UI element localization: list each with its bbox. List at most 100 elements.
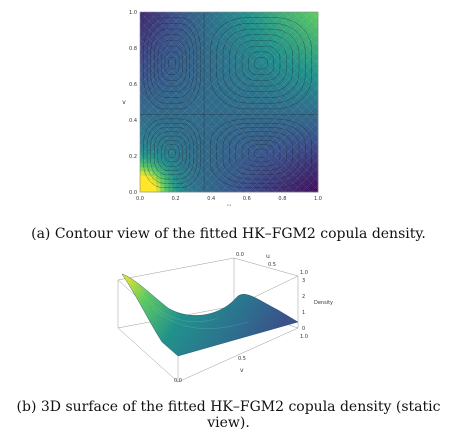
contour-cell bbox=[184, 48, 189, 54]
contour-cell bbox=[204, 147, 210, 152]
contour-cell bbox=[313, 36, 319, 41]
contour-cell bbox=[245, 179, 250, 185]
contour-cell bbox=[220, 130, 226, 136]
contour-cell bbox=[241, 89, 246, 95]
contour-cell bbox=[196, 12, 201, 17]
contour-cell bbox=[144, 65, 149, 70]
contour-cell bbox=[297, 110, 303, 115]
contour-cell bbox=[237, 57, 242, 62]
contour-frame bbox=[139, 11, 319, 193]
mesh-line bbox=[140, 128, 204, 192]
contour-cell bbox=[200, 130, 206, 136]
x-tick-label: 0.8 bbox=[278, 196, 286, 202]
contour-cell bbox=[297, 28, 303, 33]
contour-cell bbox=[257, 159, 262, 164]
contour-cell bbox=[144, 159, 149, 164]
contour-cell bbox=[188, 155, 193, 160]
contour-cell bbox=[140, 61, 145, 66]
contour-cell bbox=[273, 106, 278, 111]
contour-cell bbox=[184, 114, 189, 119]
contour-cell bbox=[196, 175, 201, 181]
contour-cell bbox=[216, 16, 222, 21]
contour-cell bbox=[305, 118, 311, 123]
contour-cell bbox=[285, 28, 290, 33]
contour-cell bbox=[269, 93, 274, 99]
contour-cell bbox=[204, 61, 210, 66]
contour-cell bbox=[188, 175, 193, 181]
contour-cell bbox=[212, 163, 218, 168]
contour-cell bbox=[168, 122, 173, 127]
contour-cell bbox=[192, 65, 197, 70]
contour-cell bbox=[164, 52, 169, 58]
contour-cell bbox=[257, 52, 262, 58]
contour-cell bbox=[140, 147, 145, 152]
mesh-line bbox=[157, 31, 318, 192]
contour-cell bbox=[164, 142, 169, 148]
contour-line bbox=[164, 51, 180, 75]
contour-cell bbox=[273, 183, 278, 189]
contour-cell bbox=[309, 175, 315, 181]
contour-cell bbox=[140, 77, 145, 82]
contour-cell bbox=[220, 93, 226, 99]
contour-cell bbox=[164, 97, 169, 103]
contour-cell bbox=[277, 24, 282, 29]
mesh-line bbox=[140, 137, 195, 192]
contour-cell bbox=[313, 61, 319, 66]
contour-cell bbox=[164, 134, 169, 140]
contour-cell bbox=[160, 77, 165, 82]
contour-cell bbox=[285, 171, 290, 176]
contour-cell bbox=[176, 61, 181, 66]
contour-cell bbox=[297, 142, 303, 148]
contour-cell bbox=[277, 118, 282, 123]
contour-cell bbox=[237, 114, 242, 119]
contour-cell bbox=[156, 28, 161, 33]
contour-cell bbox=[249, 155, 254, 160]
contour-cell bbox=[184, 24, 189, 29]
contour-cell bbox=[160, 48, 165, 54]
contour-cell bbox=[196, 61, 201, 66]
contour-cell bbox=[305, 126, 311, 131]
contour-cell bbox=[229, 20, 234, 25]
contour-cell bbox=[237, 69, 242, 74]
contour-cell bbox=[261, 52, 266, 58]
v-axis-label: v bbox=[240, 367, 244, 374]
contour-cell bbox=[269, 102, 274, 107]
contour-cell bbox=[249, 122, 254, 127]
contour-cell bbox=[293, 16, 299, 21]
contour-cell bbox=[184, 110, 189, 115]
contour-cell bbox=[200, 187, 206, 193]
contour-cell bbox=[180, 118, 185, 123]
contour-cell bbox=[297, 77, 303, 82]
contour-cell bbox=[144, 114, 149, 119]
contour-cell bbox=[305, 130, 311, 136]
contour-cell bbox=[152, 187, 157, 193]
contour-cell bbox=[168, 28, 173, 33]
contour-cell bbox=[160, 32, 165, 37]
contour-cell bbox=[285, 106, 290, 111]
contour-cell bbox=[144, 102, 149, 107]
contour-y-ticks: 0.0 0.2 0.4 0.6 0.8 1.0 bbox=[129, 10, 137, 196]
contour-line bbox=[254, 57, 268, 70]
contour-cell bbox=[297, 32, 303, 37]
contour-cell bbox=[281, 147, 286, 152]
contour-cell bbox=[168, 159, 173, 164]
contour-cell bbox=[196, 167, 201, 172]
contour-cell bbox=[285, 73, 290, 78]
contour-cell bbox=[192, 61, 197, 66]
contour-cell bbox=[273, 126, 278, 131]
contour-cell bbox=[265, 171, 270, 176]
mesh-line bbox=[175, 49, 318, 192]
contour-cell bbox=[216, 20, 222, 25]
contour-cell bbox=[309, 28, 315, 33]
contour-cell bbox=[245, 28, 250, 33]
contour-cell bbox=[269, 142, 274, 148]
contour-cell bbox=[140, 114, 145, 119]
z-tick-label: 2 bbox=[302, 294, 305, 300]
contour-cell bbox=[281, 134, 286, 140]
contour-cell bbox=[168, 175, 173, 181]
contour-cell bbox=[224, 118, 230, 123]
contour-cell bbox=[257, 40, 262, 46]
contour-cell bbox=[237, 89, 242, 95]
contour-cell bbox=[241, 44, 246, 50]
contour-cell bbox=[184, 155, 189, 160]
